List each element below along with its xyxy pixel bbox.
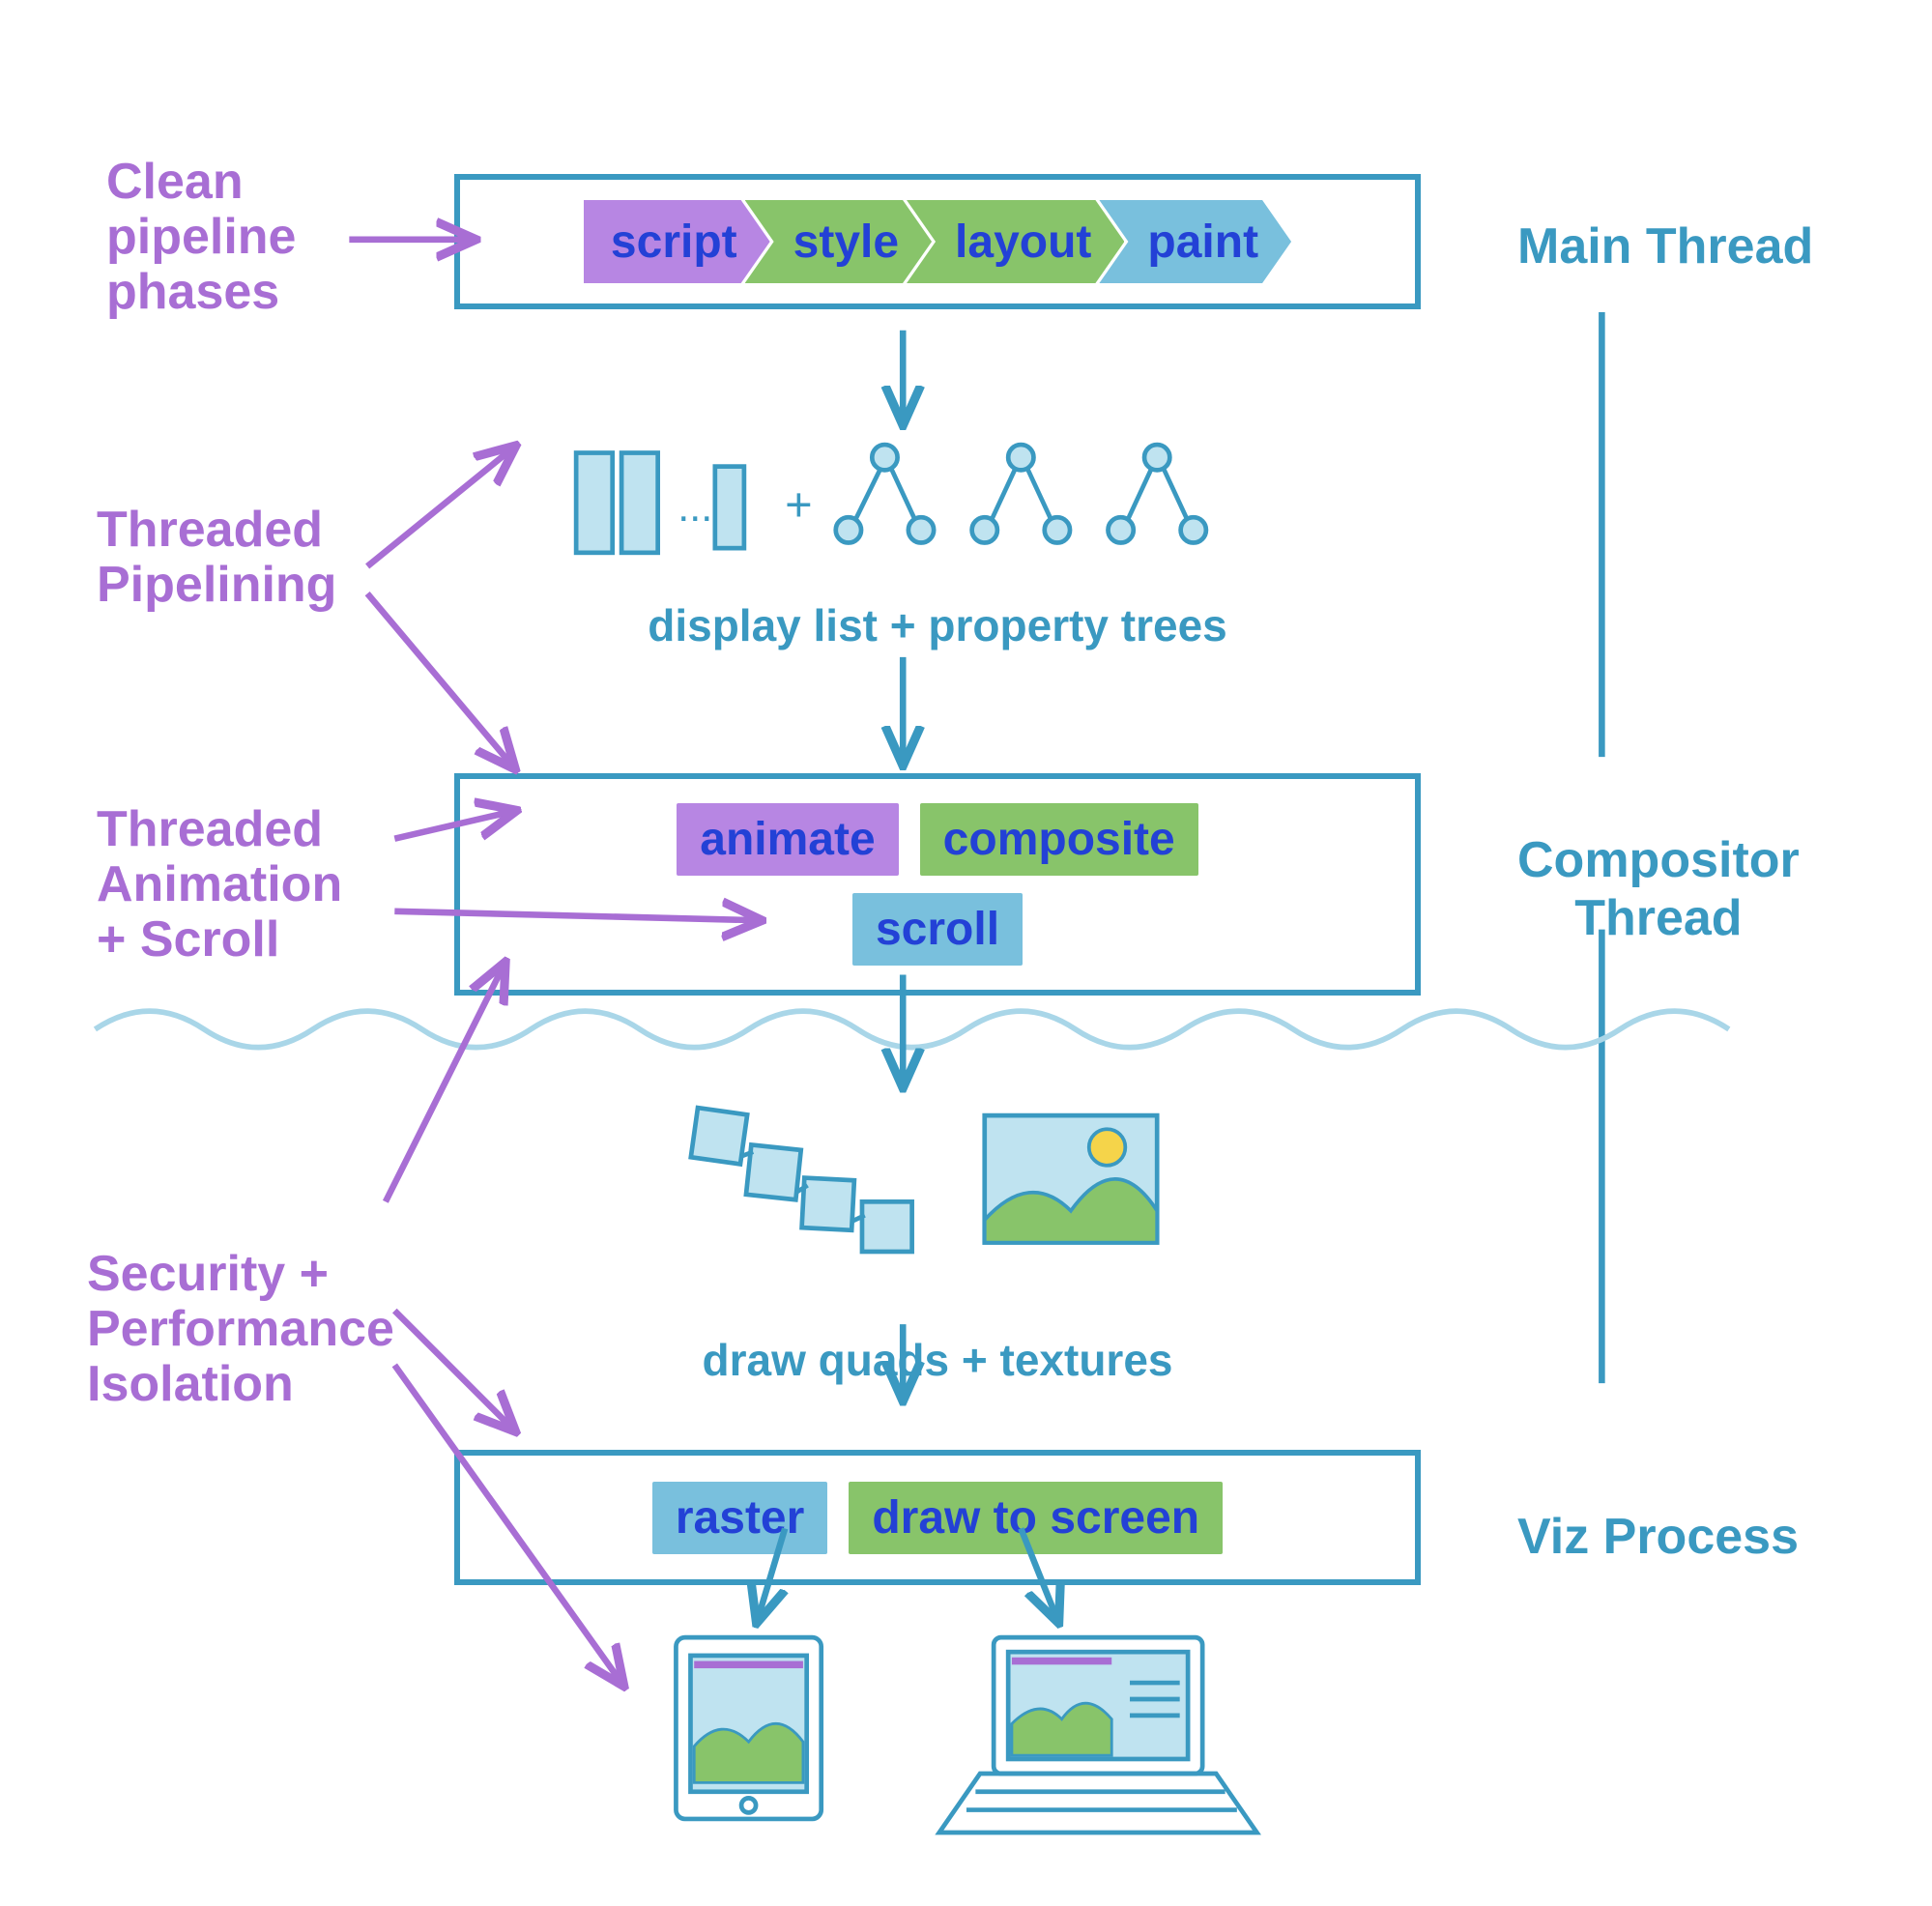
plus-icon: + <box>785 479 813 532</box>
annot-sec-perf: Security + Performance Isolation <box>87 1247 394 1413</box>
chip-scroll: scroll <box>852 893 1023 966</box>
chip-script: script <box>584 200 770 283</box>
chip-composite: composite <box>920 803 1198 876</box>
annot-threaded-anim: Threaded Animation + Scroll <box>97 802 342 968</box>
chip-layout: layout <box>907 200 1124 283</box>
laptop-icon <box>939 1637 1257 1833</box>
property-trees-icon <box>836 445 1206 542</box>
chip-style: style <box>745 200 932 283</box>
texture-icon <box>985 1115 1157 1242</box>
ellipsis: ... <box>678 484 712 531</box>
chip-animate: animate <box>677 803 898 876</box>
tablet-icon <box>676 1637 821 1819</box>
viz-process-box: raster draw to screen <box>454 1450 1421 1585</box>
arrow-sec-1 <box>386 966 504 1201</box>
display-list-label: display list + property trees <box>648 599 1227 651</box>
display-list-icon <box>576 453 744 553</box>
compositor-thread-box: animate composite scroll <box>454 773 1421 996</box>
chip-draw-to-screen: draw to screen <box>849 1482 1223 1554</box>
annot-threaded-pipelining: Threaded Pipelining <box>97 503 336 613</box>
arrow-sec-2 <box>394 1311 512 1429</box>
label-main-thread: Main Thread <box>1517 217 1813 275</box>
draw-quads-label: draw quads + textures <box>703 1334 1173 1386</box>
chip-raster: raster <box>652 1482 827 1554</box>
label-viz-process: Viz Process <box>1517 1508 1799 1566</box>
label-compositor-thread: Compositor Thread <box>1517 831 1800 947</box>
chip-paint: paint <box>1099 200 1291 283</box>
arrow-pipelining-down <box>367 593 512 765</box>
arrow-pipelining-up <box>367 448 512 566</box>
main-thread-box: scriptstylelayoutpaint <box>454 174 1421 309</box>
annot-clean-pipeline: Clean pipeline phases <box>106 155 296 321</box>
draw-quads-icon <box>691 1108 912 1252</box>
